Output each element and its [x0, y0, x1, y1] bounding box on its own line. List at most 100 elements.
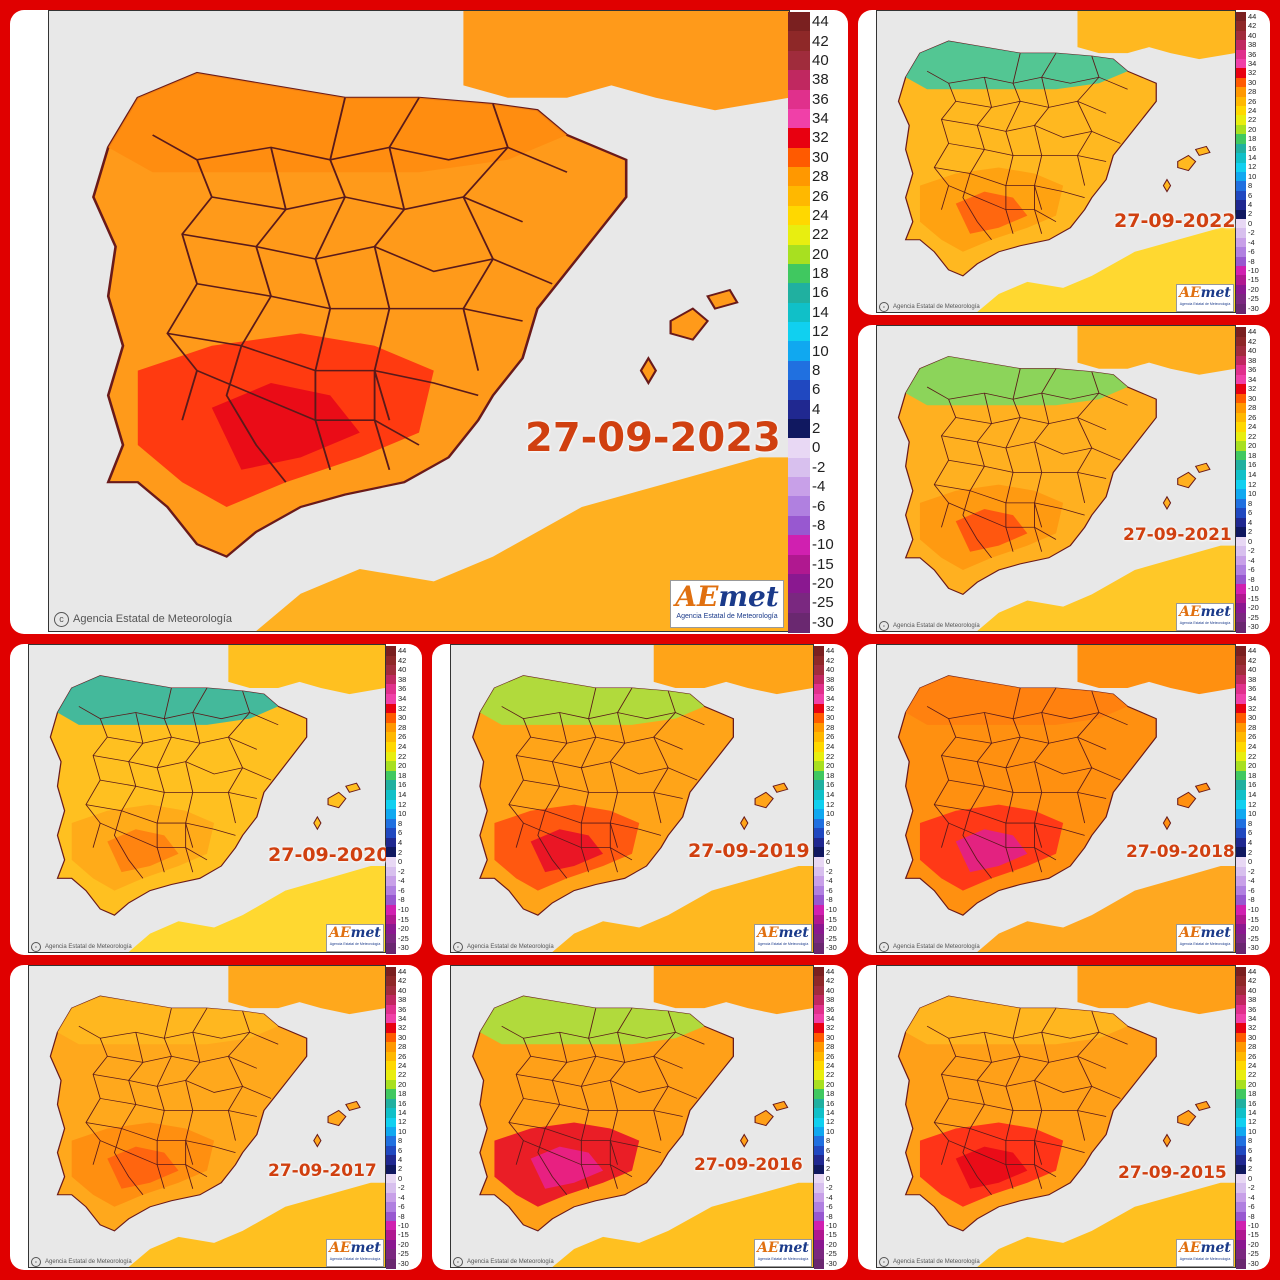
legend-swatch [386, 655, 396, 666]
map-panel-2022: 27-09-2022 c Agencia Estatal de Meteorolog… [858, 10, 1270, 315]
map-panel-2017: 27-09-2017 c Agencia Estatal de Meteorolog… [10, 965, 422, 1270]
legend-swatch [386, 837, 396, 848]
legend-label: 14 [1248, 153, 1257, 163]
legend-swatch [1236, 818, 1246, 829]
africa-land [977, 545, 1235, 631]
legend-label: 8 [812, 361, 821, 379]
legend-swatch [788, 205, 810, 226]
legend-swatch [386, 684, 396, 695]
legend-swatch [814, 1023, 824, 1034]
legend-label: 34 [398, 694, 407, 704]
legend-swatch [814, 876, 824, 887]
legend-swatch [814, 995, 824, 1006]
legend-label: -15 [398, 914, 409, 924]
legend-label: 0 [826, 857, 831, 867]
legend-swatch [1236, 256, 1246, 267]
legend-swatch [788, 167, 810, 187]
legend-label: 42 [398, 655, 407, 665]
legend-swatch [1236, 1202, 1246, 1213]
province-border [948, 459, 1107, 479]
legend-label: 42 [812, 32, 829, 50]
legend-swatch [1236, 1230, 1246, 1241]
africa-land [128, 866, 385, 952]
legend-swatch [386, 1117, 396, 1128]
legend-swatch [814, 1155, 824, 1166]
north-zone [108, 73, 567, 173]
legend-label: 40 [1248, 30, 1257, 40]
legend-label: -8 [1248, 256, 1255, 266]
logo-subtitle: Agencia Estatal de Meteorología [1179, 621, 1231, 625]
legend-swatch [1236, 967, 1246, 977]
legend-label: -10 [812, 536, 834, 554]
legend-label: 28 [398, 722, 407, 732]
island [1177, 154, 1197, 172]
credit-line: c Agencia Estatal de Meteorología [879, 302, 980, 312]
legend-swatch [386, 876, 396, 887]
legend-swatch [814, 1192, 824, 1203]
map-panel-2023: 27-09-2023 c Agencia Estatal de Meteorolog… [10, 10, 848, 634]
province-border [530, 736, 683, 750]
legend-label: -30 [1248, 1258, 1259, 1268]
legend-swatch [386, 741, 396, 753]
legend-swatch [1236, 460, 1246, 471]
legend-label: -2 [826, 866, 833, 876]
legend-label: 18 [1248, 450, 1257, 460]
province-border [78, 1025, 108, 1165]
france-land [653, 966, 813, 1015]
legend-swatch [788, 554, 810, 575]
legend-label: 18 [1248, 770, 1257, 780]
legend-label: 44 [398, 646, 407, 656]
legend-swatch [1236, 1136, 1246, 1147]
legend-swatch [814, 1108, 824, 1118]
legend-swatch [386, 1230, 396, 1241]
legend-swatch [386, 761, 396, 772]
legend-label: -20 [398, 924, 409, 934]
province-border [78, 706, 108, 848]
logo-wordmark: AEmet [1179, 1240, 1231, 1256]
legend-label: 30 [826, 713, 835, 723]
legend-swatch [1236, 143, 1246, 154]
legend-swatch [788, 496, 810, 517]
credit-text: Agencia Estatal de Meteorología [893, 944, 980, 950]
legend-label: 14 [398, 789, 407, 799]
legend-label: 44 [1248, 966, 1257, 976]
logo-subtitle: Agencia Estatal de Meteorología [1179, 1257, 1231, 1261]
legend-label: 32 [826, 1023, 835, 1033]
legend-swatch [1236, 789, 1246, 800]
legend-swatch [386, 1004, 396, 1015]
legend-swatch [814, 1211, 824, 1222]
province-border [185, 1140, 194, 1189]
legend-label: 26 [826, 732, 835, 742]
legend-swatch [814, 770, 824, 781]
legend-swatch [814, 943, 824, 954]
legend-label: 14 [398, 1108, 407, 1118]
legend-swatch [788, 225, 810, 245]
legend-swatch [1236, 171, 1246, 182]
legend-label: 2 [1248, 847, 1253, 857]
legend-swatch [386, 1126, 396, 1137]
legend-label: 34 [812, 110, 829, 128]
legend-label: -8 [826, 895, 833, 905]
legend-label: 26 [826, 1051, 835, 1061]
logo-wordmark: AEmet [757, 925, 809, 941]
legend-label: -30 [1248, 303, 1259, 313]
legend-label: 26 [1248, 1051, 1257, 1061]
logo-subtitle: Agencia Estatal de Meteorología [757, 1257, 809, 1261]
credit-line: c Agencia Estatal de Meteorología [453, 1257, 554, 1267]
legend-swatch [1236, 713, 1246, 724]
legend-swatch [1236, 237, 1246, 248]
province-border [955, 736, 1107, 750]
legend-swatch [386, 1164, 396, 1175]
legend-swatch [1236, 546, 1246, 557]
legend-swatch [386, 1098, 396, 1109]
legend-swatch [814, 1220, 824, 1231]
legend-swatch [1236, 124, 1246, 135]
legend-label: 38 [1248, 355, 1257, 365]
province-border [1005, 823, 1014, 873]
legend-swatch [788, 535, 810, 555]
map-panel-2021: 27-09-2021 c Agencia Estatal de Meteorolog… [858, 325, 1270, 634]
province-border [156, 687, 172, 824]
legend-swatch [788, 322, 810, 342]
legend-label: -8 [398, 895, 405, 905]
legend-swatch [386, 857, 396, 868]
